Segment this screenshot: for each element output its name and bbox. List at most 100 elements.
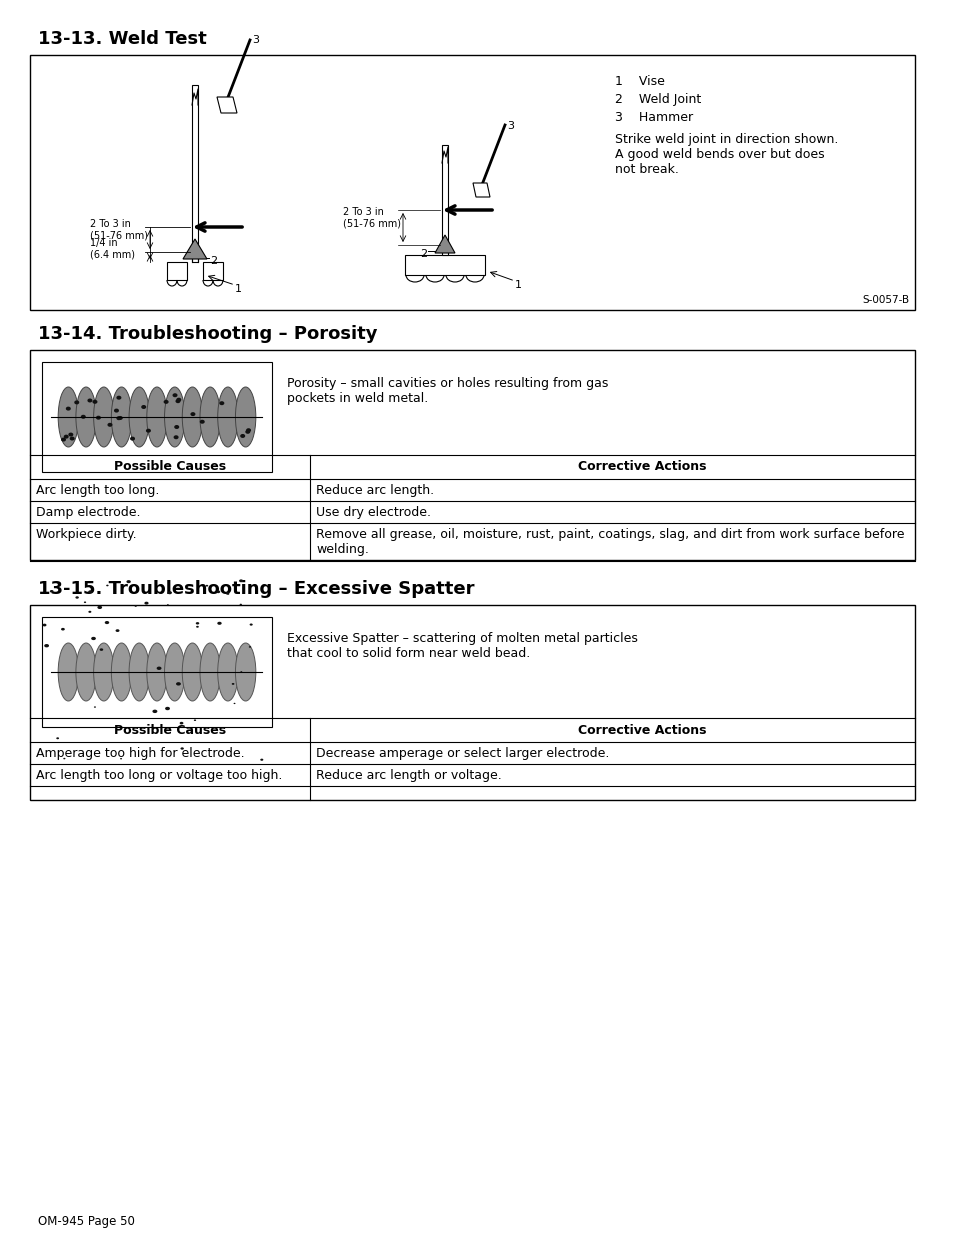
Ellipse shape: [165, 706, 170, 710]
Ellipse shape: [200, 387, 220, 447]
Ellipse shape: [217, 643, 238, 701]
Ellipse shape: [147, 643, 167, 701]
Text: Porosity – small cavities or holes resulting from gas
pockets in weld metal.: Porosity – small cavities or holes resul…: [287, 377, 608, 405]
Ellipse shape: [127, 580, 131, 583]
Ellipse shape: [120, 758, 122, 760]
Text: Possible Causes: Possible Causes: [113, 461, 226, 473]
Ellipse shape: [58, 387, 78, 447]
Ellipse shape: [216, 590, 220, 593]
Ellipse shape: [206, 585, 208, 587]
Ellipse shape: [61, 627, 65, 631]
Ellipse shape: [182, 643, 202, 701]
Ellipse shape: [163, 400, 169, 404]
Ellipse shape: [63, 758, 66, 760]
Ellipse shape: [172, 393, 177, 398]
Ellipse shape: [92, 400, 97, 404]
Ellipse shape: [246, 429, 251, 432]
Ellipse shape: [196, 626, 198, 627]
Text: Excessive Spatter – scattering of molten metal particles
that cool to solid form: Excessive Spatter – scattering of molten…: [287, 632, 638, 659]
Ellipse shape: [44, 643, 49, 647]
Ellipse shape: [91, 637, 96, 640]
Ellipse shape: [167, 604, 169, 605]
Ellipse shape: [176, 398, 181, 401]
Ellipse shape: [199, 420, 205, 424]
Text: 2: 2: [419, 249, 427, 259]
Polygon shape: [216, 98, 236, 112]
Ellipse shape: [89, 590, 92, 593]
Ellipse shape: [75, 597, 79, 599]
Text: Workpiece dirty.: Workpiece dirty.: [36, 529, 136, 541]
Ellipse shape: [93, 706, 96, 708]
Text: Corrective Actions: Corrective Actions: [578, 724, 705, 736]
Polygon shape: [183, 240, 207, 259]
Ellipse shape: [146, 429, 151, 432]
Ellipse shape: [89, 611, 91, 613]
Text: Amperage too high for electrode.: Amperage too high for electrode.: [36, 747, 244, 760]
Text: Possible Causes: Possible Causes: [113, 724, 226, 736]
Ellipse shape: [176, 682, 181, 685]
Ellipse shape: [239, 604, 242, 605]
Ellipse shape: [88, 399, 92, 403]
Text: 1/4 in
(6.4 mm): 1/4 in (6.4 mm): [90, 238, 135, 259]
Text: 13-13. Weld Test: 13-13. Weld Test: [38, 30, 207, 48]
Ellipse shape: [113, 409, 119, 412]
Ellipse shape: [81, 415, 86, 419]
Ellipse shape: [97, 605, 102, 609]
Text: Reduce arc length or voltage.: Reduce arc length or voltage.: [315, 769, 501, 782]
Text: OM-945 Page 50: OM-945 Page 50: [38, 1215, 134, 1228]
Ellipse shape: [233, 703, 235, 704]
Text: Reduce arc length.: Reduce arc length.: [315, 484, 434, 496]
Ellipse shape: [141, 405, 146, 409]
Ellipse shape: [235, 643, 255, 701]
Ellipse shape: [96, 416, 101, 420]
Bar: [203, 262, 223, 280]
Text: 1    Vise: 1 Vise: [615, 75, 664, 88]
Text: Damp electrode.: Damp electrode.: [36, 506, 140, 519]
Ellipse shape: [225, 592, 229, 594]
Bar: [192, 85, 198, 262]
Text: 3: 3: [252, 35, 258, 44]
Text: 2: 2: [210, 256, 217, 266]
Ellipse shape: [164, 387, 185, 447]
Text: 3    Hammer: 3 Hammer: [615, 111, 693, 124]
Ellipse shape: [235, 387, 255, 447]
Ellipse shape: [227, 593, 229, 595]
Text: Strike weld joint in direction shown.
A good weld bends over but does
not break.: Strike weld joint in direction shown. A …: [615, 133, 838, 177]
Polygon shape: [473, 183, 490, 198]
Ellipse shape: [105, 621, 109, 624]
Bar: [30, 56, 914, 310]
Ellipse shape: [64, 435, 69, 438]
Text: 13-14. Troubleshooting – Porosity: 13-14. Troubleshooting – Porosity: [38, 325, 377, 343]
Bar: [167, 262, 187, 280]
Text: 2 To 3 in
(51-76 mm): 2 To 3 in (51-76 mm): [90, 219, 148, 241]
Ellipse shape: [99, 648, 103, 651]
Text: Decrease amperage or select larger electrode.: Decrease amperage or select larger elect…: [315, 747, 609, 760]
Ellipse shape: [56, 737, 59, 740]
Text: Arc length too long or voltage too high.: Arc length too long or voltage too high.: [36, 769, 282, 782]
Ellipse shape: [240, 433, 245, 438]
Ellipse shape: [239, 579, 243, 582]
Ellipse shape: [106, 584, 109, 587]
Ellipse shape: [69, 432, 73, 437]
Text: 2 To 3 in
(51-76 mm): 2 To 3 in (51-76 mm): [343, 206, 400, 228]
Ellipse shape: [152, 710, 157, 713]
Bar: [441, 144, 448, 254]
Ellipse shape: [93, 643, 114, 701]
Ellipse shape: [249, 646, 251, 647]
Ellipse shape: [84, 601, 86, 603]
Text: S-0057-B: S-0057-B: [862, 295, 909, 305]
Ellipse shape: [116, 416, 121, 420]
Ellipse shape: [66, 406, 71, 410]
Ellipse shape: [112, 387, 132, 447]
Text: 3: 3: [506, 121, 514, 131]
Ellipse shape: [219, 401, 224, 405]
Ellipse shape: [76, 643, 96, 701]
Ellipse shape: [130, 437, 135, 441]
Ellipse shape: [70, 436, 74, 441]
Ellipse shape: [129, 643, 150, 701]
Ellipse shape: [175, 399, 180, 403]
Ellipse shape: [144, 601, 149, 605]
Text: 13-15. Troubleshooting – Excessive Spatter: 13-15. Troubleshooting – Excessive Spatt…: [38, 580, 474, 598]
Ellipse shape: [240, 671, 242, 673]
Ellipse shape: [164, 643, 185, 701]
